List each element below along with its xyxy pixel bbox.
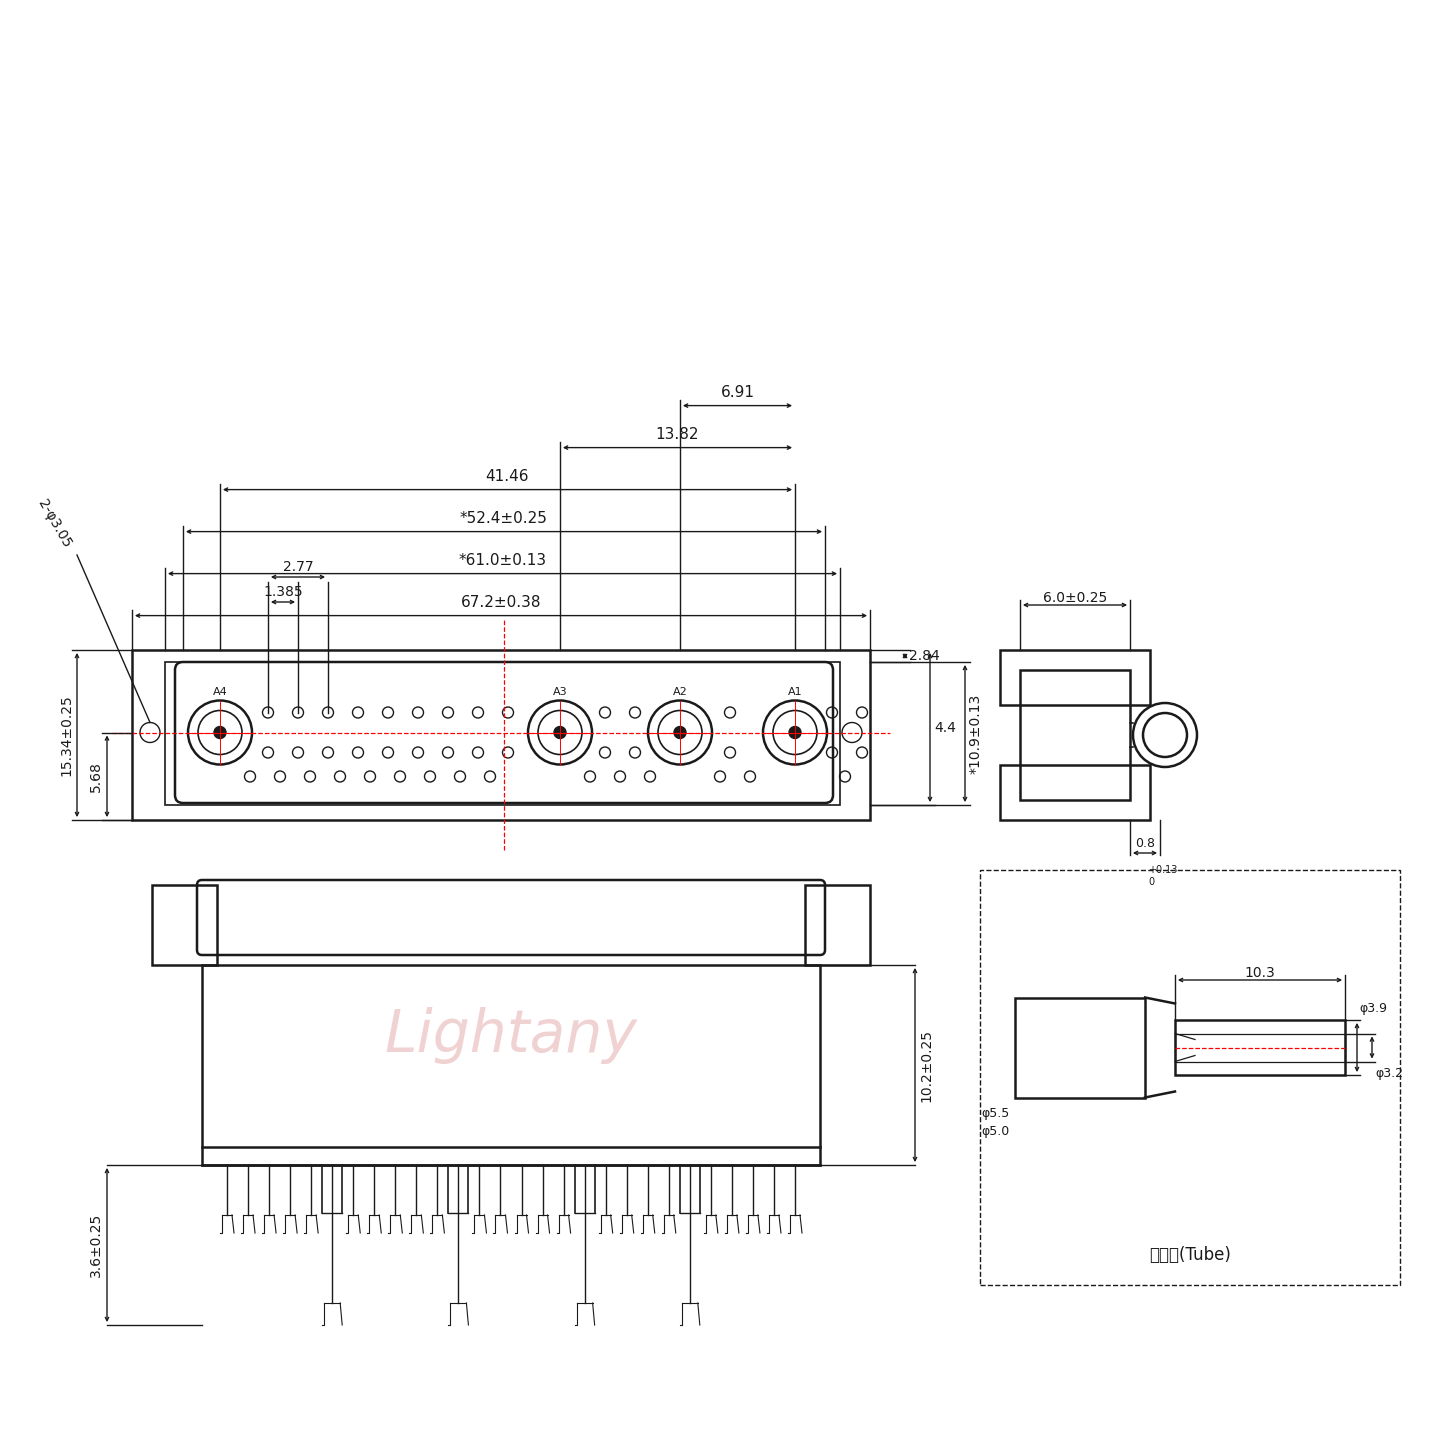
Text: φ3.2: φ3.2 — [1375, 1067, 1403, 1080]
Circle shape — [789, 727, 801, 739]
Text: 屏蔽管(Tube): 屏蔽管(Tube) — [1149, 1246, 1231, 1264]
Text: A3: A3 — [553, 687, 567, 697]
Text: 2.77: 2.77 — [282, 560, 314, 575]
Text: A4: A4 — [213, 687, 228, 697]
Bar — [132, 649, 870, 819]
Bar — [166, 662, 840, 805]
Text: 41.46: 41.46 — [485, 468, 530, 484]
Text: 6.0±0.25: 6.0±0.25 — [1043, 590, 1107, 605]
Text: 2-φ3.05: 2-φ3.05 — [35, 497, 73, 550]
Text: 4.4: 4.4 — [935, 720, 956, 734]
Text: 13.82: 13.82 — [655, 426, 700, 442]
Text: 10.3: 10.3 — [1244, 966, 1276, 981]
Text: 0.8: 0.8 — [1135, 837, 1155, 850]
Bar — [805, 886, 870, 965]
Text: 1.385: 1.385 — [264, 585, 302, 599]
Circle shape — [674, 727, 685, 739]
Bar — [981, 870, 1400, 1284]
Text: 67.2±0.38: 67.2±0.38 — [461, 595, 541, 609]
Text: 10.2±0.25: 10.2±0.25 — [919, 1028, 933, 1102]
Text: 3.6±0.25: 3.6±0.25 — [89, 1212, 104, 1277]
Text: *10.9±0.13: *10.9±0.13 — [969, 694, 984, 773]
Text: +0.13
0: +0.13 0 — [1148, 865, 1178, 887]
Circle shape — [215, 727, 226, 739]
Bar — [999, 765, 1151, 819]
Text: φ3.9: φ3.9 — [1359, 1002, 1387, 1015]
Text: φ5.5: φ5.5 — [982, 1107, 1009, 1120]
Text: 6.91: 6.91 — [720, 384, 755, 400]
Text: 2.84: 2.84 — [909, 649, 940, 662]
Bar — [1015, 998, 1145, 1097]
Bar — [202, 965, 819, 1165]
Bar — [999, 649, 1151, 706]
Bar — [1175, 1020, 1345, 1076]
Text: *52.4±0.25: *52.4±0.25 — [459, 511, 549, 526]
Text: φ5.0: φ5.0 — [982, 1126, 1009, 1139]
Text: *61.0±0.13: *61.0±0.13 — [458, 553, 547, 567]
Text: 5.68: 5.68 — [89, 760, 104, 792]
Text: 15.34±0.25: 15.34±0.25 — [59, 694, 73, 776]
Bar — [1020, 670, 1130, 801]
Text: A1: A1 — [788, 687, 802, 697]
Text: A2: A2 — [672, 687, 687, 697]
Text: Lightany: Lightany — [384, 1007, 638, 1064]
Bar — [1175, 1034, 1345, 1061]
Bar — [153, 886, 217, 965]
Circle shape — [554, 727, 566, 739]
